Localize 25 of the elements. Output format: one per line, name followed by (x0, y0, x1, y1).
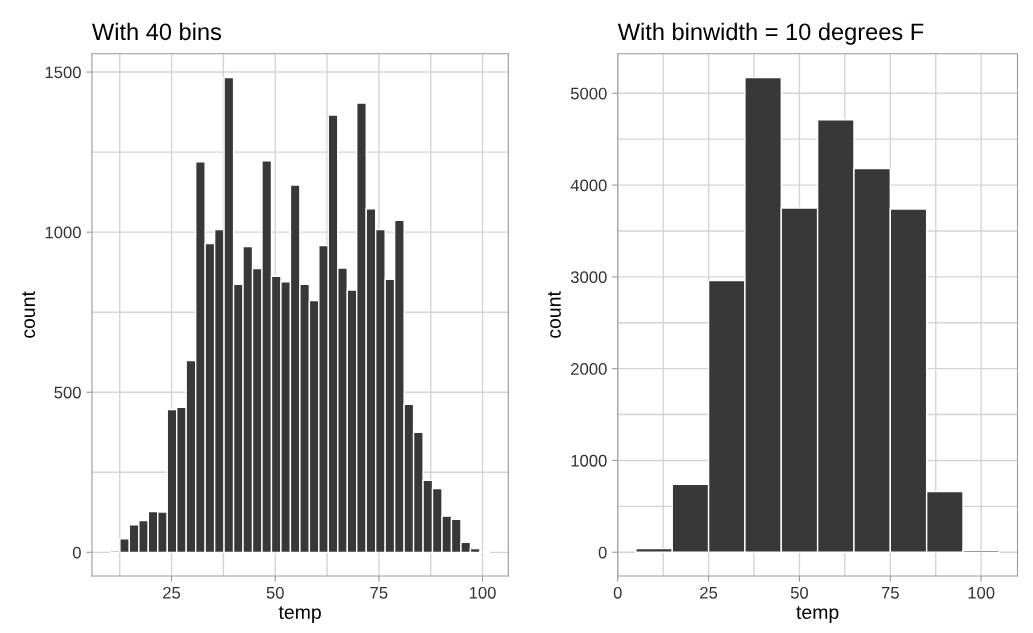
x-tick-label: 50 (790, 586, 809, 599)
x-tick-label: 0 (613, 586, 622, 599)
x-tick-label: 75 (881, 587, 899, 599)
x-axis-title: temp (278, 606, 321, 623)
y-tick-label: 0 (598, 546, 607, 559)
y-tick-label: 0 (72, 546, 81, 559)
y-tick-label: 1500 (45, 66, 81, 79)
y-tick-label: 3000 (570, 271, 607, 284)
x-tick-label: 100 (469, 586, 496, 599)
chart-title: With 40 bins (92, 22, 221, 41)
y-tick-label: 4000 (570, 179, 607, 192)
y-axis-title: count (548, 291, 561, 338)
y-tick-label: 5000 (570, 87, 607, 100)
x-tick-label: 100 (968, 586, 995, 599)
y-tick-label: 2000 (571, 363, 607, 375)
x-tick-label: 25 (163, 586, 181, 599)
y-tick-label: 1000 (45, 226, 81, 239)
chart-title: With binwidth = 10 degrees F (617, 22, 924, 45)
x-axis-title: temp (796, 606, 839, 623)
x-tick-label: 75 (370, 587, 388, 599)
x-tick-label: 50 (266, 586, 284, 599)
y-tick-label: 1000 (571, 454, 607, 467)
y-axis-title: count (22, 291, 36, 338)
x-tick-label: 25 (700, 586, 718, 599)
y-tick-label: 500 (54, 386, 81, 399)
